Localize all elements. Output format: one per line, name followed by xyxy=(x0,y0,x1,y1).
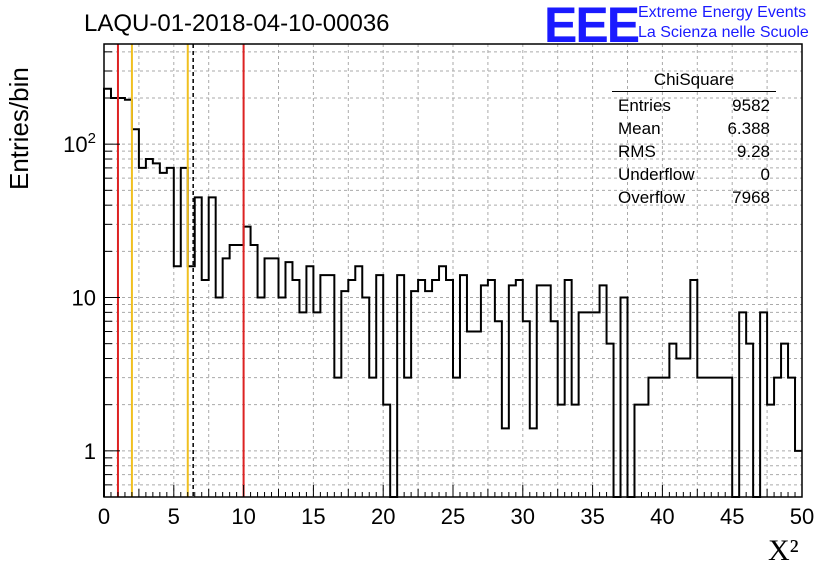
stats-label: Overflow xyxy=(618,188,686,207)
stats-label: Entries xyxy=(618,96,671,115)
stats-row: Overflow 7968 xyxy=(612,186,776,209)
x-tick-label: 25 xyxy=(441,504,465,529)
x-tick-label: 20 xyxy=(371,504,395,529)
eee-logo: EEE xyxy=(544,0,640,53)
x-axis-ticks: 0 5 10 15 20 25 30 35 40 45 50 xyxy=(98,485,814,529)
stats-row: Entries 9582 xyxy=(612,94,776,117)
chart-title: LAQU-01-2018-04-10-00036 xyxy=(84,10,390,37)
y-tick-label: 102 xyxy=(63,130,96,157)
reference-lines xyxy=(116,44,245,497)
stats-value: 9582 xyxy=(732,96,770,115)
x-tick-label: 5 xyxy=(168,504,180,529)
histogram xyxy=(103,87,802,498)
y-tick-label: 10 xyxy=(72,286,96,311)
histogram-step-line xyxy=(103,87,802,498)
stats-value: 6.388 xyxy=(727,119,770,138)
x-tick-label: 30 xyxy=(511,504,535,529)
x-tick-label: 10 xyxy=(231,504,255,529)
stats-label: Underflow xyxy=(618,165,695,184)
stats-row: Underflow 0 xyxy=(612,163,776,186)
stats-value: 0 xyxy=(760,165,770,184)
logo-line2: La Scienza nelle Scuole xyxy=(638,24,809,41)
x-axis-label: X² xyxy=(768,534,799,567)
x-tick-label: 40 xyxy=(650,504,674,529)
y-axis-ticks: 1 10 102 xyxy=(63,51,120,498)
stats-value: 9.28 xyxy=(736,142,770,161)
logo-line1: Extreme Energy Events xyxy=(638,4,807,21)
x-tick-label: 15 xyxy=(301,504,325,529)
x-tick-label: 0 xyxy=(98,504,110,529)
x-tick-label: 45 xyxy=(720,504,744,529)
stats-value: 7968 xyxy=(732,188,770,207)
stats-title: ChiSquare xyxy=(612,70,776,92)
x-tick-label: 50 xyxy=(790,504,814,529)
y-axis-label: Entries/bin xyxy=(4,67,34,190)
x-tick-label: 35 xyxy=(580,504,604,529)
stats-label: RMS xyxy=(618,142,656,161)
stats-box: ChiSquare Entries 9582 Mean 6.388 RMS 9.28 … xyxy=(612,70,776,209)
stats-row: RMS 9.28 xyxy=(612,140,776,163)
y-tick-label: 1 xyxy=(84,439,96,464)
stats-label: Mean xyxy=(618,119,661,138)
stats-row: Mean 6.388 xyxy=(612,117,776,140)
